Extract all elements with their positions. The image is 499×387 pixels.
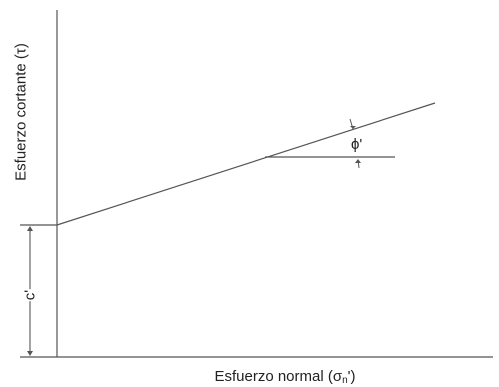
- x-axis-label-subscript: n: [342, 375, 348, 386]
- phi-arrow-lower-head: [355, 159, 361, 163]
- x-axis-label: Esfuerzo normal (σn'): [214, 369, 355, 386]
- x-axis-label-prefix: Esfuerzo normal (σ: [214, 368, 343, 385]
- phi-arrow-upper-head: [350, 126, 356, 129]
- y-axis-label: Esfuerzo cortante (τ): [12, 43, 30, 181]
- cohesion-arrow-bottom: [27, 351, 33, 356]
- friction-angle-label: ϕ': [351, 136, 363, 153]
- cohesion-arrow-top: [27, 226, 33, 231]
- x-axis-label-suffix: '): [347, 368, 356, 385]
- failure-envelope-line: [56, 102, 436, 226]
- cohesion-label: c': [21, 288, 39, 302]
